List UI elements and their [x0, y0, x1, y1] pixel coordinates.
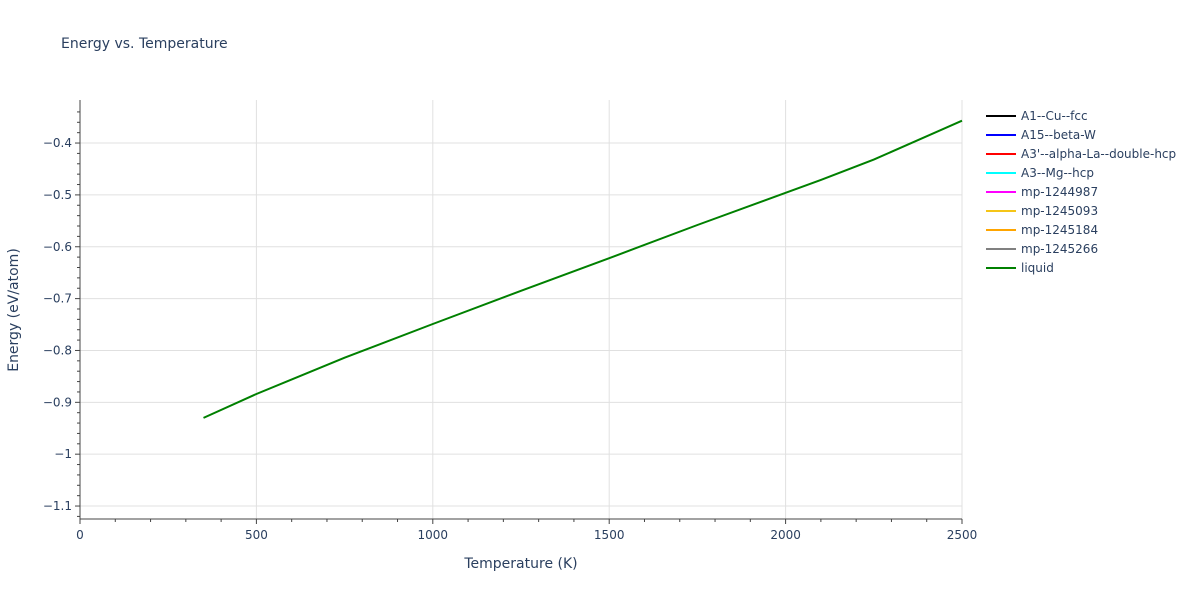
- x-tick-label: 1000: [418, 528, 449, 542]
- y-tick-label: −0.4: [43, 136, 72, 150]
- legend-swatch-icon: [986, 171, 1016, 174]
- legend-swatch-icon: [986, 114, 1016, 117]
- legend-label: A3'--alpha-La--double-hcp: [1021, 146, 1177, 161]
- legend-item[interactable]: mp-1244987: [986, 182, 1176, 201]
- y-tick-label: −0.6: [43, 240, 72, 254]
- legend-swatch-icon: [986, 152, 1016, 155]
- x-tick-label: 2500: [947, 528, 978, 542]
- legend-item[interactable]: A3'--alpha-La--double-hcp: [986, 144, 1176, 163]
- x-tick-label: 0: [76, 528, 84, 542]
- y-tick-label: −0.5: [43, 188, 72, 202]
- legend-swatch-icon: [986, 266, 1016, 269]
- legend-swatch-icon: [986, 190, 1016, 193]
- legend-swatch-icon: [986, 247, 1016, 250]
- legend: A1--Cu--fcc A15--beta-W A3'--alpha-La--dou…: [986, 106, 1176, 277]
- y-tick-label: −1: [54, 447, 72, 461]
- legend-swatch-icon: [986, 228, 1016, 231]
- y-tick-label: −0.8: [43, 343, 72, 357]
- y-tick-label: −0.9: [43, 395, 72, 409]
- legend-item[interactable]: A15--beta-W: [986, 125, 1176, 144]
- legend-label: mp-1244987: [1021, 184, 1099, 199]
- series-lines: [203, 119, 963, 419]
- gridlines: [80, 100, 963, 519]
- legend-label: mp-1245184: [1021, 222, 1099, 237]
- x-tick-label: 500: [245, 528, 268, 542]
- legend-label: A15--beta-W: [1021, 127, 1096, 142]
- y-axis-title: Energy (eV/atom): [6, 248, 22, 372]
- legend-label: mp-1245093: [1021, 203, 1099, 218]
- y-tick-label: −1.1: [43, 499, 72, 513]
- legend-label: mp-1245266: [1021, 241, 1099, 256]
- legend-swatch-icon: [986, 133, 1016, 136]
- y-tick-label: −0.7: [43, 292, 72, 306]
- x-tick-label: 2000: [770, 528, 801, 542]
- legend-item[interactable]: mp-1245093: [986, 201, 1176, 220]
- legend-label: A3--Mg--hcp: [1021, 165, 1094, 180]
- x-tick-label: 1500: [594, 528, 625, 542]
- chart-title: Energy vs. Temperature: [61, 36, 228, 52]
- legend-item[interactable]: liquid: [986, 258, 1176, 277]
- legend-label: liquid: [1021, 260, 1054, 275]
- legend-item[interactable]: mp-1245184: [986, 220, 1176, 239]
- legend-item[interactable]: mp-1245266: [986, 239, 1176, 258]
- axes: 0 500 1000 1500 2000 2500 −1.1 −1 −0.9 −0.8 −0.7 −0…: [43, 100, 977, 542]
- legend-item[interactable]: A1--Cu--fcc: [986, 106, 1176, 125]
- legend-item[interactable]: A3--Mg--hcp: [986, 163, 1176, 182]
- legend-label: A1--Cu--fcc: [1021, 108, 1088, 123]
- x-axis-title: Temperature (K): [463, 556, 577, 572]
- series-line-liquid: [203, 119, 963, 419]
- legend-swatch-icon: [986, 209, 1016, 212]
